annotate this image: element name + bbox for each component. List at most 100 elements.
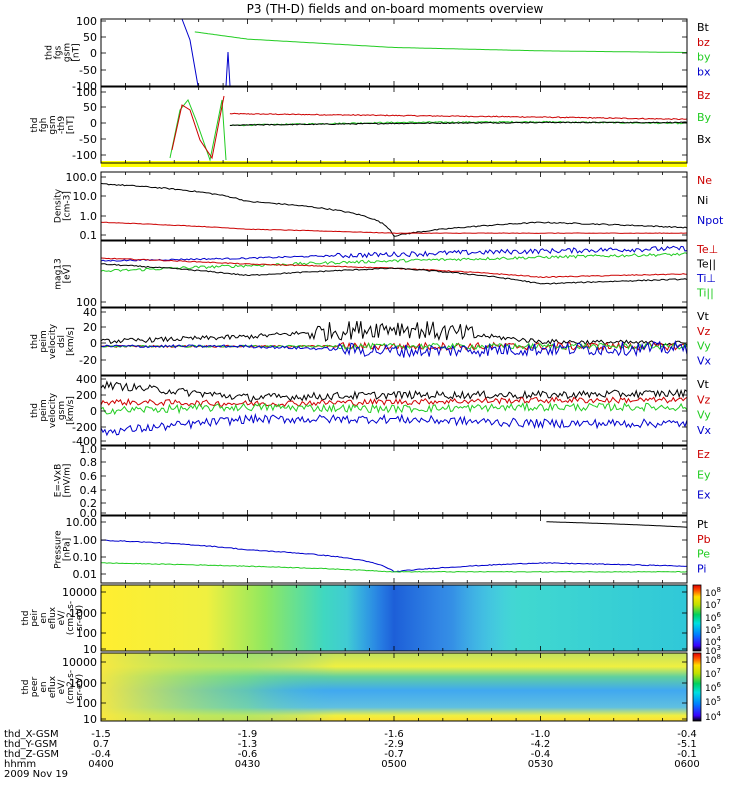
y-axis-title-temp: mag13 [eV] [54,258,73,289]
y-axis-title-line: fgs [54,45,64,59]
y-tick-label-peim: 40 [83,306,97,319]
legend-efield-ez: Ez [697,448,710,461]
y-axis-title-line: velocity [48,392,58,428]
colorbar-label-ion_spec: 108 [705,586,721,599]
trace-thd-by [194,31,687,53]
x-tick-value: 0400 [88,759,113,770]
legend-fgs-bz: bz [697,36,710,49]
panel-frame-fgh [100,86,688,164]
y-axis-title-line: thd [21,611,31,626]
x-tick-value: -1.5 [91,729,111,740]
x-tick-value: -1.6 [384,729,404,740]
y-axis-title-line: eflux [48,675,58,698]
y-axis-title-line: [km/s] [66,327,76,356]
legend-efield-ey: Ey [697,468,711,481]
x-tick-value: -0.1 [677,749,697,760]
y-tick-label-efield: 0.2 [80,497,98,510]
y-axis-title-fgs: thd fgs gsm [nT] [45,43,82,62]
y-axis-title-line: peir [30,609,40,627]
y-tick-label-el_spec: 100 [76,697,97,710]
electron-colorbar [692,652,702,722]
trace-thd-bx [229,121,688,127]
y-axis-title-line: Pressure [54,530,64,569]
y-axis-title-line: sr-eV) [75,605,85,631]
y-axis-title-line: eV/ [57,610,67,626]
y-axis-title-line: -th9 [57,116,67,134]
legend-pressure-pb: Pb [697,533,711,546]
y-tick-label-peir: 0 [90,405,97,418]
legend-peim-vt: Vt [697,310,710,323]
y-tick-label-fgh: -50 [79,133,97,146]
ion-colorbar [692,584,702,652]
y-axis-title-density: Density [cm-3] [54,188,73,223]
y-axis-title-line: [nT] [72,43,82,61]
y-tick-label-peim: -20 [79,354,97,367]
x-tick-value: 0500 [381,759,406,770]
x-tick-value: -1.3 [238,739,258,750]
y-axis-title-line: (cm2-s- [66,670,76,704]
trace-mag13-te⊥ [100,257,688,279]
legend-peim-vy: Vy [697,340,711,353]
trace-thd-vx [100,339,688,358]
y-axis-title-efield: E=-VxB [mV/m] [54,464,73,498]
colorbar-label-ion_spec: 106 [705,611,721,624]
y-axis-title-line: [nT] [66,116,76,134]
y-tick-label-efield: 0.0 [80,507,98,520]
y-tick-label-density: 100.0 [66,171,98,184]
colorbar-label-el_spec: 105 [705,695,721,708]
y-axis-title-el_spec: thd peer en eflux eV/(cm2-s-sr-eV) [21,670,85,704]
legend-temp-ti⊥: Ti⊥ [696,272,716,285]
trace-thd-vx [100,412,688,437]
x-tick-value: 0530 [528,759,553,770]
colorbar-label-ion_spec: 107 [705,598,721,611]
ion-spectrogram [101,585,687,651]
y-axis-title-line: peim [39,330,49,353]
trace-mag13-te|| [100,263,688,285]
legend-density-ne: Ne [697,174,712,187]
trace-density-ne [100,221,688,234]
y-axis-title-line: gsm [48,115,58,134]
y-axis-title-line: [eV] [63,265,73,284]
trace-thd-vz [100,396,688,408]
y-tick-label-temp: 100 [76,296,97,309]
y-axis-title-line: velocity [48,323,58,359]
y-tick-label-efield: 0.6 [80,470,98,483]
x-tick-value: -0.4 [531,749,551,760]
x-row-label: hhmm [4,759,36,770]
panel-frame-temp [100,240,688,308]
legend-pressure-pt: Pt [697,518,709,531]
legend-pressure-pe: Pe [697,548,710,561]
x-tick-value: 0.7 [93,739,109,750]
x-tick-value: -4.2 [531,739,551,750]
y-tick-label-ion_spec: 1000 [69,607,97,620]
x-date-label: 2009 Nov 19 [4,769,68,780]
legend-peir-vy: Vy [697,409,711,422]
colorbar-label-el_spec: 104 [705,710,721,723]
legend-fgh-bz: Bz [697,89,711,102]
traces-layer [100,18,688,573]
y-axis-title-line: thd [30,118,40,133]
trace-pressure-pt [546,521,687,528]
legend-fgs-bt: Bt [697,21,710,34]
x-row-label: thd_Z-GSM [4,749,59,760]
y-tick-label-fgh: 0 [90,117,97,130]
trace-pressure-pi [100,539,688,573]
y-tick-label-fgh: 100 [76,86,97,99]
colorbar-label-ion_spec: 104 [705,635,721,648]
y-tick-label-peir: 200 [76,389,97,402]
y-tick-label-peir: 400 [76,373,97,386]
panel-frame-pressure [100,515,688,584]
colorbar-label-ion_spec: 103 [705,644,721,657]
trace-mag13-ti|| [100,252,688,273]
yellow-flag-bar [101,161,687,167]
trace-fgh-bz-early [171,95,225,160]
legend-fgs-bx: bx [697,65,711,78]
y-axis-title-peim: thd peim velocity dsl [km/s] [30,323,76,359]
trace-fgh-by-early [169,99,227,162]
y-tick-label-fgs: 100 [76,15,97,28]
y-tick-label-fgs: 50 [83,31,97,44]
x-tick-value: -0.4 [91,749,111,760]
legend-peim-vz: Vz [697,325,711,338]
legend-efield-ex: Ex [697,489,711,502]
